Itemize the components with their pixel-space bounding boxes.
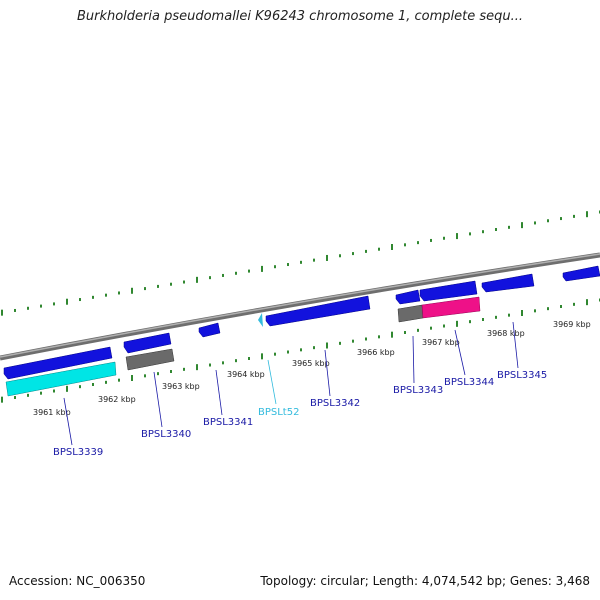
map-title: Burkholderia pseudomallei K96243 chromos… — [76, 9, 524, 24]
pseudo-bpsl3343[interactable] — [397, 304, 424, 323]
tick-label-3969: 3969 kbp — [553, 320, 591, 329]
tick-label-3964: 3964 kbp — [227, 370, 265, 379]
label-leaders — [63, 321, 519, 446]
tick-label-3966: 3966 kbp — [357, 348, 395, 357]
accession-label: Accession: NC_006350 — [9, 574, 146, 588]
trna-bpslt52[interactable] — [258, 313, 263, 327]
tick-label-3961: 3961 kbp — [33, 408, 71, 417]
gene-bpsl3344[interactable] — [419, 280, 478, 302]
tick-label-3965: 3965 kbp — [292, 359, 330, 368]
misc-bpsl3344[interactable] — [421, 296, 481, 319]
lower-tick-track — [1, 298, 600, 403]
gene-next[interactable] — [562, 265, 600, 282]
topology-summary: Topology: circular; Length: 4,074,542 bp… — [260, 574, 590, 588]
gene-bpsl3339[interactable] — [3, 346, 113, 380]
tick-label-3963: 3963 kbp — [162, 382, 200, 391]
gene-label-bpsl3339[interactable]: BPSL3339 — [53, 447, 103, 458]
gene-bpsl3341[interactable] — [198, 322, 221, 338]
gene-label-bpsl3343[interactable]: BPSL3343 — [393, 385, 443, 396]
upper-tick-track — [1, 210, 600, 316]
label-leader-trna — [267, 359, 277, 405]
gene-label-bpsl3340[interactable]: BPSL3340 — [141, 429, 191, 440]
tick-label-3967: 3967 kbp — [422, 338, 460, 347]
chromosome-backbone-highlight — [0, 253, 600, 358]
gene-bpsl3342[interactable] — [265, 295, 371, 327]
gene-bpsl3345[interactable] — [481, 273, 535, 293]
gene-label-bpsl3342[interactable]: BPSL3342 — [310, 398, 360, 409]
gene-bpsl3343[interactable] — [395, 289, 421, 305]
tick-label-3962: 3962 kbp — [98, 395, 136, 404]
gene-label-bpsl3345[interactable]: BPSL3345 — [497, 370, 547, 381]
cds-bpsl3339[interactable] — [5, 361, 117, 397]
gene-bpsl3340[interactable] — [123, 332, 172, 354]
gene-label-bpslt52[interactable]: BPSLt52 — [258, 407, 299, 418]
gene-label-bpsl3341[interactable]: BPSL3341 — [203, 417, 253, 428]
chromosome-backbone — [0, 252, 600, 361]
gene-label-bpsl3344[interactable]: BPSL3344 — [444, 377, 494, 388]
pseudo-bpsl3340[interactable] — [125, 348, 175, 371]
tick-label-3968: 3968 kbp — [487, 329, 525, 338]
